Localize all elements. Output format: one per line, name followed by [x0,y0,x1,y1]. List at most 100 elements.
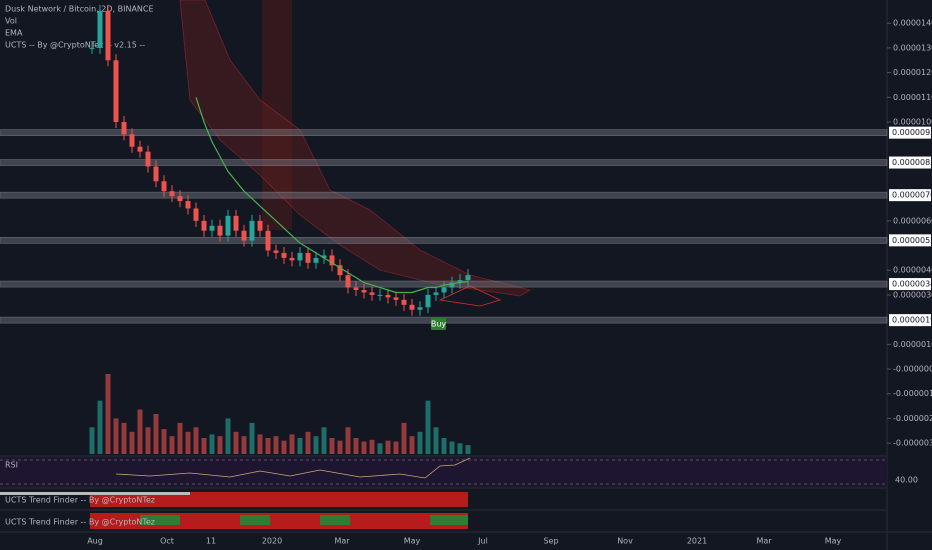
volume-bar [97,400,103,454]
x-tick-label: Aug [87,537,103,546]
volume-bar [145,427,151,454]
volume-bar [393,441,399,454]
x-tick-label: Oct [160,537,174,546]
volume-bar [449,441,455,454]
volume-bar [257,434,263,454]
volume-bar [409,436,415,454]
x-tick-label: May [404,537,421,546]
candle [409,304,415,310]
level-label: 0.00000521 [892,236,932,245]
level-label: 0.00000344 [892,280,932,289]
volume-bar [201,438,207,454]
candle [265,230,271,251]
rsi-pane: RSI 40.00 [0,457,918,487]
candle [89,47,95,49]
y-tick-label: 0.00000100 [893,340,932,349]
candle [465,275,471,281]
trend-bar [240,515,270,525]
volume-bar [225,418,231,454]
volume-bar [337,440,343,454]
candle [425,294,431,308]
volume-bar [353,438,359,454]
volume-bar [313,436,319,454]
volume-bar [457,443,463,454]
candle [353,287,359,290]
x-tick-label: Nov [617,537,633,546]
buy-box [431,318,446,330]
volume-bar [289,434,295,454]
candle [241,230,247,241]
x-tick-label: May [825,537,842,546]
candle [313,257,319,263]
candle [281,252,287,258]
rsi-tick-label: 40.00 [895,476,918,485]
candle [105,10,111,61]
candle [457,280,463,283]
candle [225,215,231,236]
y-tick-label: -0.00000200 [893,414,932,423]
candle [433,292,439,295]
trend-bar [0,492,190,495]
candle [121,122,127,135]
level-box [889,314,931,327]
candle [385,294,391,298]
volume-bar [121,422,127,454]
volume-bar [185,431,191,454]
trend-bar [90,513,468,529]
candle [417,307,423,310]
candle [449,282,455,288]
volume-bar [465,445,471,454]
candle [273,250,279,253]
trend-finder-label: UCTS Trend Finder -- By @CryptoNTez [5,496,155,505]
rsi-label: RSI [5,461,18,470]
candle [233,215,239,231]
candle [129,134,135,147]
legend-item: Vol [5,17,17,26]
candle [185,201,191,209]
level-label: 0.00000198 [892,316,932,325]
y-tick-label: -0.00000100 [893,389,932,398]
candle [193,208,199,221]
candle [401,299,407,305]
rsi-background [0,457,887,487]
volume-bar [425,400,431,454]
trend-bar [430,515,468,525]
level-box [889,156,931,169]
volume-bar [321,427,327,454]
y-tick-label: -0.00000000 [893,365,932,374]
volume-bar [329,438,335,454]
level-label: 0.00000704 [892,191,932,200]
candle [217,225,223,236]
candle [345,275,351,288]
volume-bar [89,427,95,454]
candle [177,196,183,202]
y-tick-label: 0.00001000 [893,118,932,127]
candle [297,252,303,261]
volume-bar [153,414,159,454]
volume-bar [345,427,351,454]
volume-bar [161,429,167,454]
volume-bar [137,409,143,454]
volume-bar [377,443,383,454]
level-box [889,189,931,202]
volume-bar [129,431,135,454]
trend-bar [140,515,180,525]
candle [249,220,255,241]
candle [305,252,311,263]
volume-bar [433,427,439,454]
volume-bar [385,440,391,454]
x-tick-label: Mar [334,537,350,546]
candle [321,255,327,258]
buy-label: Buy [431,320,447,329]
level-band [0,191,888,199]
candle [161,181,167,192]
volume-bar [417,431,423,454]
volume-bar [209,434,215,454]
level-box [889,126,931,139]
candle [393,297,399,300]
chart-title: Dusk Network / Bitcoin, 2D, BINANCE [5,5,154,14]
candle [169,191,175,197]
candle [201,220,207,231]
x-tick-label: 11 [206,537,216,546]
candle [329,255,335,266]
